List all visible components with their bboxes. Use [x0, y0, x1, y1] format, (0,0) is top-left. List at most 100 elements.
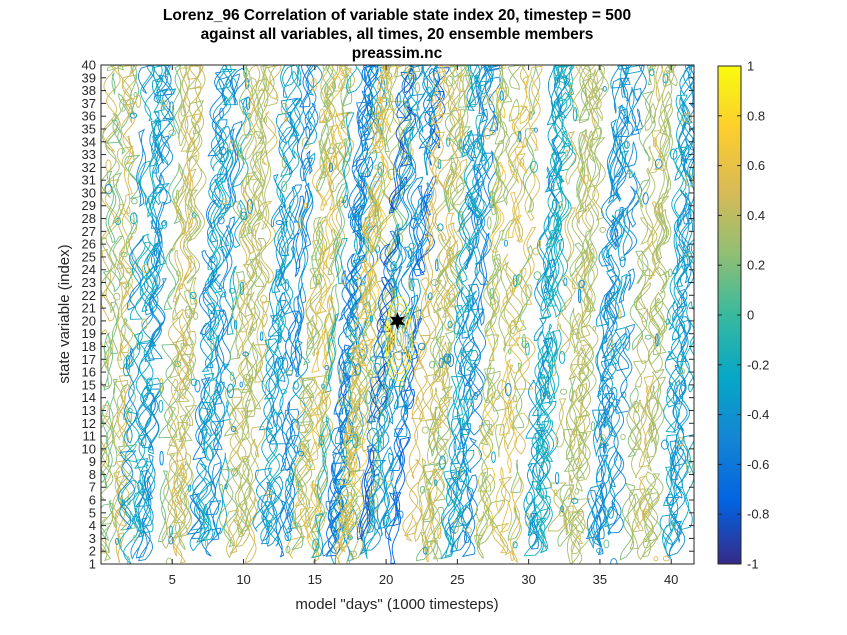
contour-line — [500, 253, 518, 328]
contour-blob — [192, 311, 199, 320]
contour-line — [282, 65, 300, 88]
contour-blob — [430, 279, 439, 286]
contour-line — [174, 460, 193, 550]
contour-blob — [572, 107, 578, 122]
contour-line — [241, 398, 252, 442]
contour-line — [674, 95, 687, 182]
contour-line — [158, 470, 170, 543]
contour-blob — [554, 74, 561, 88]
contour-line — [290, 295, 303, 373]
contour-line — [299, 157, 314, 182]
contour-blob — [577, 288, 582, 304]
contour-line — [294, 195, 305, 223]
contour-line — [460, 349, 479, 373]
contour-line — [316, 393, 334, 438]
contour-line — [305, 479, 318, 528]
contour-line — [313, 216, 328, 255]
contour-line — [601, 245, 615, 273]
contour-blob — [499, 90, 504, 101]
contour-blob — [648, 421, 657, 431]
contour-line — [363, 500, 376, 560]
contour-line — [292, 439, 313, 529]
contour-line — [101, 522, 113, 562]
contour-line — [356, 444, 375, 541]
contour-line — [116, 193, 131, 270]
contour-blob — [455, 466, 462, 479]
contour-line — [161, 454, 182, 549]
contour-blob — [508, 348, 512, 355]
contour-line — [514, 214, 523, 244]
contour-line — [305, 65, 323, 96]
contour-blob — [239, 381, 243, 388]
contour-blob — [160, 221, 167, 227]
contour-line — [359, 263, 373, 303]
y-tick-label: 9 — [89, 454, 96, 469]
contour-blob — [323, 170, 328, 177]
contour-blob — [488, 93, 494, 106]
y-tick-label: 14 — [82, 390, 96, 405]
contour-line — [455, 192, 473, 283]
contour-line — [581, 72, 602, 111]
contour-line — [146, 475, 154, 502]
contour-blob — [608, 337, 614, 350]
contour-blob — [193, 109, 202, 123]
contour-blob — [133, 534, 137, 541]
y-tick-label: 26 — [82, 237, 96, 252]
contour-blob — [672, 522, 676, 529]
contour-line — [586, 87, 603, 163]
contour-blob — [114, 537, 120, 545]
contour-line — [124, 135, 135, 195]
contour-line — [276, 357, 289, 382]
contour-line — [566, 65, 575, 99]
chart-title-line-3: preassim.nc — [352, 45, 443, 62]
contour-blob — [459, 417, 465, 428]
contour-blob — [160, 99, 168, 107]
contour-line — [123, 411, 140, 463]
contour-line — [601, 274, 620, 359]
contour-line — [321, 296, 334, 369]
contour-blob — [338, 514, 343, 529]
contour-blob — [428, 292, 433, 301]
contour-blob — [607, 506, 614, 519]
contour-blob — [327, 147, 335, 155]
contour-line — [544, 165, 555, 193]
contour-line — [179, 283, 198, 314]
contour-line — [498, 476, 513, 503]
contour-blob — [524, 512, 530, 527]
contour-line — [205, 420, 224, 516]
contour-line — [165, 460, 179, 538]
contour-line — [118, 235, 134, 274]
contour-line — [299, 378, 318, 427]
contour-line — [152, 172, 165, 195]
contour-line — [360, 65, 381, 142]
y-tick-label: 34 — [82, 134, 96, 149]
contour-line — [245, 438, 259, 528]
contour-line — [207, 71, 227, 157]
contour-line — [201, 428, 209, 454]
contour-line — [496, 87, 508, 119]
contour-line — [504, 320, 525, 374]
contour-blob — [153, 250, 158, 257]
contour-blob — [655, 333, 659, 347]
contour-line — [592, 65, 604, 101]
contour-line — [655, 166, 669, 261]
contour-line — [509, 475, 524, 563]
contour-blob — [228, 287, 236, 294]
y-tick-label: 39 — [82, 70, 96, 85]
contour-line — [162, 65, 175, 96]
contour-line — [349, 184, 368, 242]
contour-blob — [453, 519, 459, 534]
contour-line — [187, 100, 204, 162]
contour-line — [452, 347, 466, 419]
contour-blob — [188, 484, 192, 492]
contour-blob — [634, 402, 640, 414]
contour-line — [425, 180, 437, 249]
y-tick-label: 25 — [82, 249, 96, 264]
contour-line — [427, 279, 443, 340]
contour-line — [199, 372, 215, 424]
contour-line — [338, 65, 350, 78]
contour-blob — [578, 279, 585, 289]
contour-line — [393, 385, 404, 410]
contour-blob — [426, 143, 431, 149]
contour-blob — [231, 468, 239, 477]
